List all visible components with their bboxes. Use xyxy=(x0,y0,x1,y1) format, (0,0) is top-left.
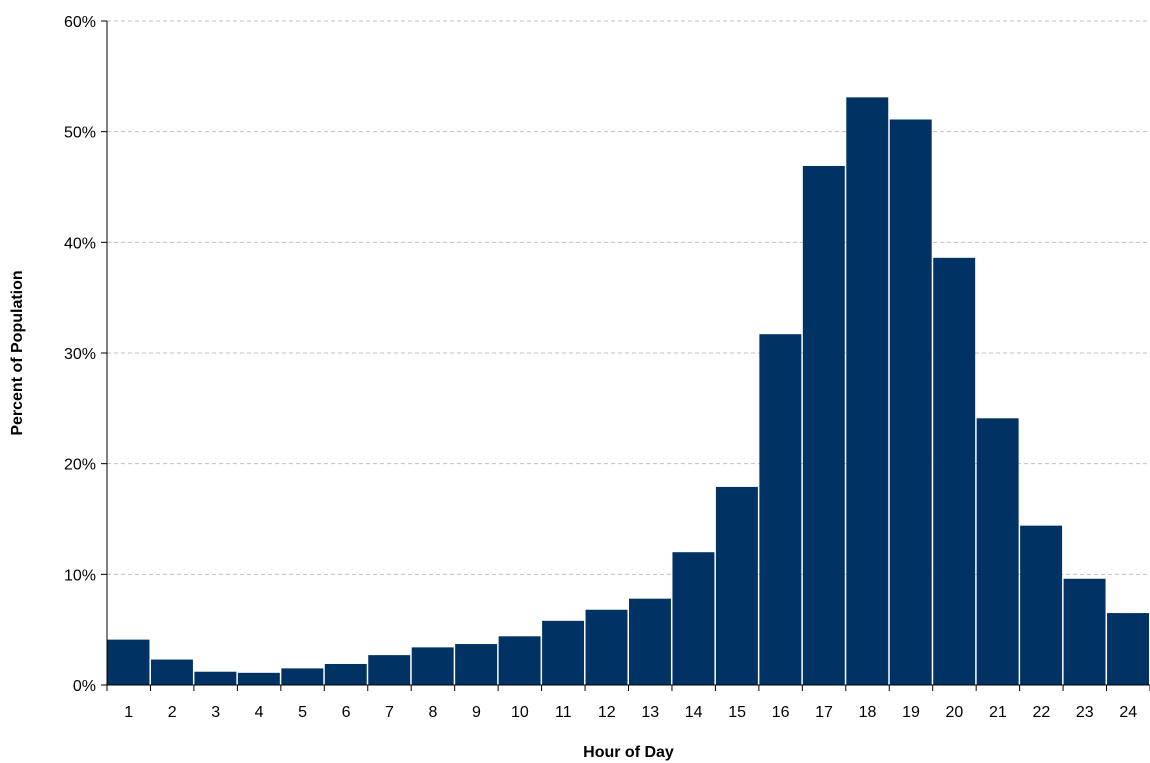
x-tick-label: 17 xyxy=(815,704,833,721)
y-tick-label: 40% xyxy=(64,235,96,252)
x-tick-label: 15 xyxy=(728,704,746,721)
x-tick-label: 6 xyxy=(342,704,351,721)
x-tick-label: 13 xyxy=(641,704,659,721)
x-tick-label: 20 xyxy=(946,704,964,721)
bar-hour-22 xyxy=(1020,525,1063,685)
x-tick-label: 7 xyxy=(385,704,394,721)
x-tick-label: 21 xyxy=(989,704,1007,721)
x-tick-label: 11 xyxy=(555,704,572,721)
bar-hour-4 xyxy=(237,672,280,685)
x-tick-label: 1 xyxy=(124,704,133,721)
bar-hour-2 xyxy=(150,659,193,685)
bars xyxy=(107,97,1149,686)
y-tick-label: 10% xyxy=(64,567,96,584)
x-axis-ticks: 1 2 3 4 5 6 7 8 9 10 11 12 13 14 15 16 17 18 19 20 21 22 23 24 xyxy=(106,685,1150,721)
bar-hour-12 xyxy=(585,609,628,685)
bar-hour-3 xyxy=(194,671,237,685)
bar-hour-9 xyxy=(455,644,498,685)
y-axis-title: Percent of Population xyxy=(9,270,26,435)
x-tick-label: 23 xyxy=(1076,704,1094,721)
bar-hour-18 xyxy=(846,97,889,686)
x-tick-label: 18 xyxy=(859,704,877,721)
x-tick-label: 24 xyxy=(1119,704,1137,721)
gridlines xyxy=(107,20,1150,575)
bar-hour-21 xyxy=(976,418,1019,685)
bar-hour-19 xyxy=(889,119,932,685)
x-tick-label: 5 xyxy=(298,704,307,721)
bar-hour-6 xyxy=(324,663,367,685)
y-tick-label: 20% xyxy=(64,457,96,474)
bar-hour-10 xyxy=(498,636,541,685)
x-tick-label: 9 xyxy=(472,704,481,721)
bar-hour-24 xyxy=(1107,613,1149,685)
x-tick-label: 22 xyxy=(1032,704,1050,721)
bar-hour-7 xyxy=(368,655,411,685)
x-tick-label: 8 xyxy=(428,704,437,721)
x-tick-label: 19 xyxy=(902,704,920,721)
y-tick-label: 60% xyxy=(64,14,96,31)
y-tick-label: 50% xyxy=(64,125,96,142)
bar-hour-16 xyxy=(759,334,802,685)
bar-hour-15 xyxy=(715,486,758,685)
bar-hour-5 xyxy=(281,668,324,685)
y-tick-label: 0% xyxy=(73,678,96,695)
y-axis-ticks: 0% 10% 20% 30% 40% 50% 60% xyxy=(64,14,107,695)
bar-hour-1 xyxy=(107,639,150,685)
bar-hour-8 xyxy=(411,647,454,685)
x-tick-label: 10 xyxy=(511,704,529,721)
bar-hour-17 xyxy=(802,165,845,685)
x-tick-label: 14 xyxy=(685,704,703,721)
bar-hour-13 xyxy=(629,598,671,685)
x-tick-label: 16 xyxy=(772,704,790,721)
bar-hour-14 xyxy=(672,552,715,685)
x-tick-label: 4 xyxy=(255,704,264,721)
y-tick-label: 30% xyxy=(64,346,96,363)
x-axis-title: Hour of Day xyxy=(583,744,674,761)
bar-hour-23 xyxy=(1063,578,1106,685)
x-tick-label: 3 xyxy=(211,704,220,721)
x-tick-label: 12 xyxy=(598,704,616,721)
bar-hour-20 xyxy=(933,257,976,685)
x-tick-label: 2 xyxy=(168,704,177,721)
bar-hour-11 xyxy=(542,620,585,685)
